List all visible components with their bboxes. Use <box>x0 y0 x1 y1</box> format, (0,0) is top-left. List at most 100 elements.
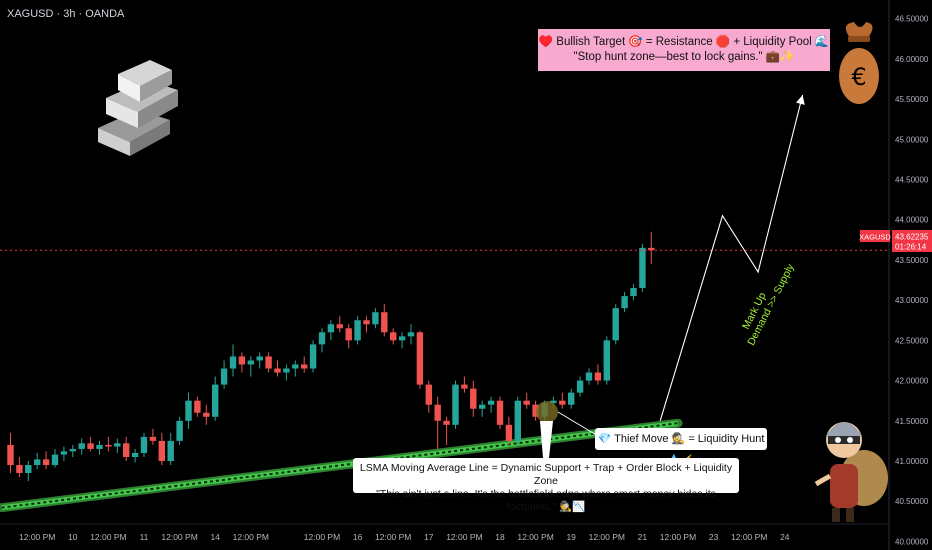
candle-body <box>51 454 59 466</box>
candle-body <box>452 384 459 425</box>
candle-body <box>505 424 513 441</box>
candle-body <box>229 356 237 369</box>
candle-body <box>514 400 521 441</box>
candle <box>345 324 352 349</box>
lsma-callout-pointer <box>540 421 553 458</box>
x-tick-label: 12:00 PM <box>375 532 411 542</box>
x-tick-label: 12:00 PM <box>19 532 55 542</box>
candle-body <box>167 440 174 462</box>
y-tick-label: 46.00000 <box>895 55 929 64</box>
candle-body <box>470 388 477 409</box>
bullish-target-line-2: "Stop hunt zone—best to lock gains." 💼✨ <box>573 51 795 63</box>
price-tag-price: 43.62235 <box>895 233 929 242</box>
x-tick-label: 10 <box>68 532 78 542</box>
candle-body <box>496 400 504 425</box>
candle-body <box>96 444 103 449</box>
candle-body <box>274 368 281 373</box>
candle <box>212 376 219 421</box>
price-tag: XAGUSD 43.62235 01:26:14 <box>859 230 932 252</box>
candle-body <box>149 436 157 441</box>
candle <box>568 388 575 409</box>
candle <box>51 448 59 468</box>
projection-path <box>659 94 805 421</box>
markup-text: Mark Up Demand >> Supply <box>735 256 798 348</box>
candle-body <box>621 296 628 309</box>
candle <box>7 432 14 474</box>
candle <box>25 461 32 482</box>
candle-body <box>220 368 228 385</box>
candle-body <box>407 332 415 337</box>
candle <box>42 451 50 470</box>
candle-body <box>372 312 379 325</box>
candle-body <box>194 400 201 413</box>
candle <box>105 436 112 452</box>
candle-body <box>345 328 352 341</box>
x-tick-label: 12:00 PM <box>304 532 340 542</box>
candle <box>479 400 486 417</box>
candle <box>487 396 495 413</box>
candle <box>443 416 450 445</box>
candle <box>158 432 165 466</box>
candle <box>327 320 335 341</box>
candle-body <box>648 247 655 251</box>
candle <box>60 446 68 462</box>
y-tick-label: 44.00000 <box>895 216 929 225</box>
candle <box>16 456 23 478</box>
y-tick-label: 42.00000 <box>895 377 929 386</box>
candle-body <box>60 451 68 455</box>
y-tick-label: 46.50000 <box>895 15 929 24</box>
candle <box>78 438 85 455</box>
x-tick-label: 14 <box>210 532 220 542</box>
candle <box>461 376 468 393</box>
y-tick-label: 45.00000 <box>895 135 929 144</box>
candle-body <box>390 332 397 341</box>
candle-body <box>568 392 575 405</box>
candle-body <box>34 459 41 466</box>
x-tick-label: 21 <box>638 532 648 542</box>
candle-body <box>443 420 450 425</box>
y-tick-label: 45.50000 <box>895 95 929 104</box>
candle <box>594 364 602 385</box>
candle <box>603 336 610 385</box>
candle <box>96 440 103 455</box>
candle-body <box>212 384 219 417</box>
lsma-note-line-1: LSMA Moving Average Line = Dynamic Suppo… <box>359 462 733 487</box>
x-tick-label: 19 <box>566 532 576 542</box>
candle <box>176 416 183 445</box>
candle-body <box>594 372 602 381</box>
candle-body <box>301 364 308 369</box>
time-axis[interactable]: 12:00 PM 10 12:00 PM 11 12:00 PM 14 12:00 PM 12… <box>0 523 889 542</box>
y-tick-label: 40.50000 <box>895 497 929 506</box>
candle-body <box>550 400 557 404</box>
candle-body <box>523 400 530 405</box>
candle <box>194 396 201 417</box>
candle <box>292 360 299 377</box>
x-tick-label: 12:00 PM <box>161 532 197 542</box>
candle <box>576 376 584 397</box>
candle <box>69 444 76 457</box>
candle-body <box>25 465 32 474</box>
x-tick-label: 17 <box>424 532 434 542</box>
candle <box>630 284 637 301</box>
candle <box>229 344 237 377</box>
candle <box>140 432 148 457</box>
candle-body <box>42 459 50 466</box>
candle <box>247 356 254 377</box>
x-tick-label: 12:00 PM <box>90 532 126 542</box>
candle-body <box>354 320 361 341</box>
candle <box>185 392 192 429</box>
thief-move-note: 💎 Thief Move 🕵️ = Liquidity Hunt 💧⚡ <box>595 428 767 467</box>
candle <box>585 368 593 385</box>
candle <box>452 380 459 429</box>
candle <box>114 438 121 453</box>
symbol-title[interactable]: XAGUSD · 3h · OANDA <box>7 8 125 20</box>
projection-line <box>659 94 804 421</box>
candle-body <box>265 356 272 369</box>
liquidity-touch-marker <box>536 401 558 423</box>
price-axis[interactable]: 46.50000 46.00000 45.50000 45.00000 44.50000… <box>888 0 929 550</box>
candle <box>256 352 263 369</box>
lsma-note: LSMA Moving Average Line = Dynamic Suppo… <box>353 458 739 513</box>
candle <box>274 360 281 377</box>
candle-body <box>309 344 317 369</box>
